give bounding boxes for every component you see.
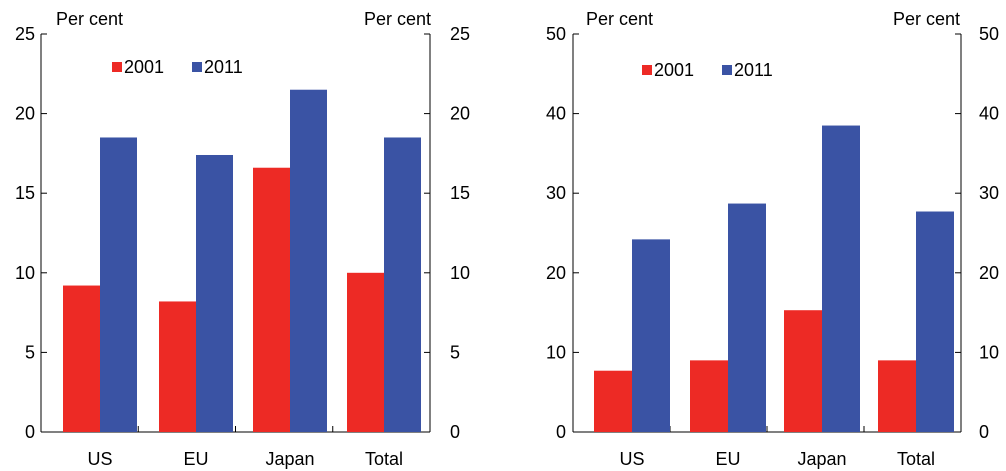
chart1-category-label-total: Total [365, 449, 403, 469]
chart2-left-tick-label: 30 [546, 183, 566, 203]
chart2-left-tick-label: 40 [546, 104, 566, 124]
chart1-left-tick-label: 25 [15, 24, 35, 44]
chart1-legend-swatch-2011 [192, 62, 202, 72]
chart1-left-tick-label: 5 [25, 342, 35, 362]
chart1-left-tick-label: 10 [15, 263, 35, 283]
chart1-right-axis-label: Per cent [364, 9, 431, 29]
chart2-category-label-total: Total [897, 449, 935, 469]
chart2-right-tick-label: 30 [979, 183, 999, 203]
chart2-right-tick-label: 40 [979, 104, 999, 124]
chart1-bar-2011-total [384, 137, 421, 433]
chart2-bar-2001-eu [690, 360, 728, 432]
chart2-right-axis-label: Per cent [893, 9, 960, 29]
chart1-right-tick-label: 25 [450, 24, 470, 44]
chart1-legend-label-2011: 2011 [204, 57, 243, 77]
chart1-bar-2001-japan [253, 167, 290, 432]
chart1-category-label-eu: EU [183, 449, 208, 469]
chart2-left-axis-label: Per cent [586, 9, 653, 29]
chart2-right-tick-label: 20 [979, 263, 999, 283]
chart2-bar-2011-total [916, 211, 954, 432]
chart2-left-tick-label: 0 [556, 422, 566, 442]
chart1-right-tick-label: 15 [450, 183, 470, 203]
chart1-bar-2011-japan [290, 89, 327, 432]
chart2-bar-2001-total [878, 360, 916, 432]
chart2-right-tick-label: 10 [979, 342, 999, 362]
chart2-right-tick-label: 0 [979, 422, 989, 442]
chart2-left-tick-label: 10 [546, 342, 566, 362]
chart1-bar-2001-total [347, 272, 384, 432]
chart2-bar-2001-us [594, 370, 632, 432]
chart1-right-tick-label: 20 [450, 104, 470, 124]
chart1-category-label-japan: Japan [265, 449, 314, 469]
chart1-legend-swatch-2001 [112, 62, 122, 72]
chart1-category-label-us: US [87, 449, 112, 469]
chart1-bar-2001-us [63, 285, 100, 432]
chart2-legend-label-2011: 2011 [734, 60, 773, 80]
chart2-legend-label-2001: 2001 [654, 60, 694, 80]
chart1-legend-label-2001: 2001 [124, 57, 164, 77]
chart1-left-tick-label: 0 [25, 422, 35, 442]
chart1-bar-2011-eu [196, 154, 233, 432]
chart2-bar-2011-us [632, 239, 670, 432]
chart2-left-tick-label: 50 [546, 24, 566, 44]
chart1-bar-2001-eu [159, 301, 196, 432]
chart1-left-tick-label: 15 [15, 183, 35, 203]
chart2-legend-swatch-2011 [722, 65, 732, 75]
chart2-category-label-japan: Japan [797, 449, 846, 469]
chart1-left-axis-label: Per cent [56, 9, 123, 29]
chart2-left-tick-label: 20 [546, 263, 566, 283]
chart2-legend-swatch-2001 [642, 65, 652, 75]
chart1-right-tick-label: 10 [450, 263, 470, 283]
chart1-bar-2011-us [100, 137, 137, 433]
chart2-bar-2001-japan [784, 310, 822, 432]
chart2-right-tick-label: 50 [979, 24, 999, 44]
chart2-bar-2011-eu [728, 203, 766, 432]
chart2-bar-2011-japan [822, 125, 860, 432]
chart1-left-tick-label: 20 [15, 104, 35, 124]
chart2-category-label-eu: EU [715, 449, 740, 469]
chart1-right-tick-label: 0 [450, 422, 460, 442]
chart1-right-tick-label: 5 [450, 342, 460, 362]
chart2-category-label-us: US [619, 449, 644, 469]
